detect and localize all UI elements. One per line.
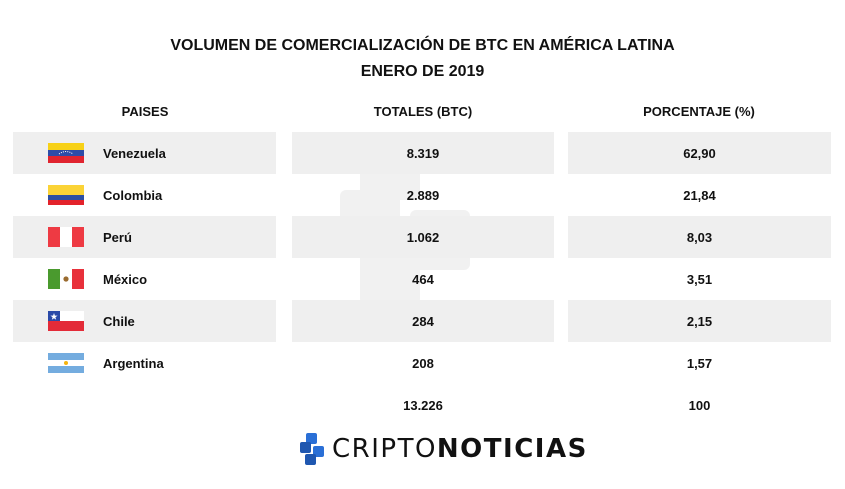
- total-cell: 8.319: [292, 132, 554, 174]
- chart-title: VOLUMEN DE COMERCIALIZACIÓN DE BTC EN AM…: [170, 37, 675, 54]
- chart-subtitle: ENERO DE 2019: [360, 63, 485, 80]
- country-name: Argentina: [103, 355, 164, 371]
- logo-text-cripto: CRIPTO: [332, 434, 437, 464]
- total-cell: 208: [412, 355, 434, 371]
- total-cell: 284: [292, 300, 554, 342]
- venezuela-flag-icon: [48, 143, 84, 163]
- colombia-flag-icon: [48, 185, 84, 205]
- table-row-country: Argentina: [13, 342, 276, 384]
- country-name: Venezuela: [103, 145, 166, 161]
- peru-flag-icon: [48, 227, 84, 247]
- percent-cell: 8,03: [568, 216, 831, 258]
- header-country: PAISES: [121, 104, 169, 119]
- country-name: México: [103, 271, 148, 287]
- total-cell: 1.062: [292, 216, 554, 258]
- argentina-flag-icon: [48, 353, 84, 373]
- percent-cell: 1,57: [686, 355, 713, 371]
- table-row-country: Venezuela: [13, 132, 276, 174]
- total-cell: 2.889: [406, 187, 440, 203]
- table-row-country: México: [13, 258, 276, 300]
- logo-text-noticias: NOTICIAS: [436, 434, 588, 464]
- country-name: Perú: [103, 229, 132, 245]
- percent-cell: 62,90: [568, 132, 831, 174]
- percent-cell: 2,15: [568, 300, 831, 342]
- criptonoticias-logo-icon: [300, 433, 324, 465]
- chile-flag-icon: [48, 311, 84, 331]
- table-row-country: Colombia: [13, 174, 276, 216]
- criptonoticias-logo: CRIPTONOTICIAS: [300, 432, 588, 466]
- percent-cell: 3,51: [686, 271, 713, 287]
- country-name: Chile: [103, 313, 135, 329]
- grand-total: 13.226: [403, 397, 443, 413]
- total-cell: 464: [412, 271, 434, 287]
- country-name: Colombia: [103, 187, 163, 203]
- table-row-country: Perú: [13, 216, 276, 258]
- grand-percent: 100: [688, 397, 711, 413]
- mexico-flag-icon: [48, 269, 84, 289]
- table-row-country: Chile: [13, 300, 276, 342]
- header-percent: PORCENTAJE (%): [643, 104, 755, 119]
- header-total: TOTALES (BTC): [373, 104, 473, 119]
- percent-cell: 21,84: [683, 187, 716, 203]
